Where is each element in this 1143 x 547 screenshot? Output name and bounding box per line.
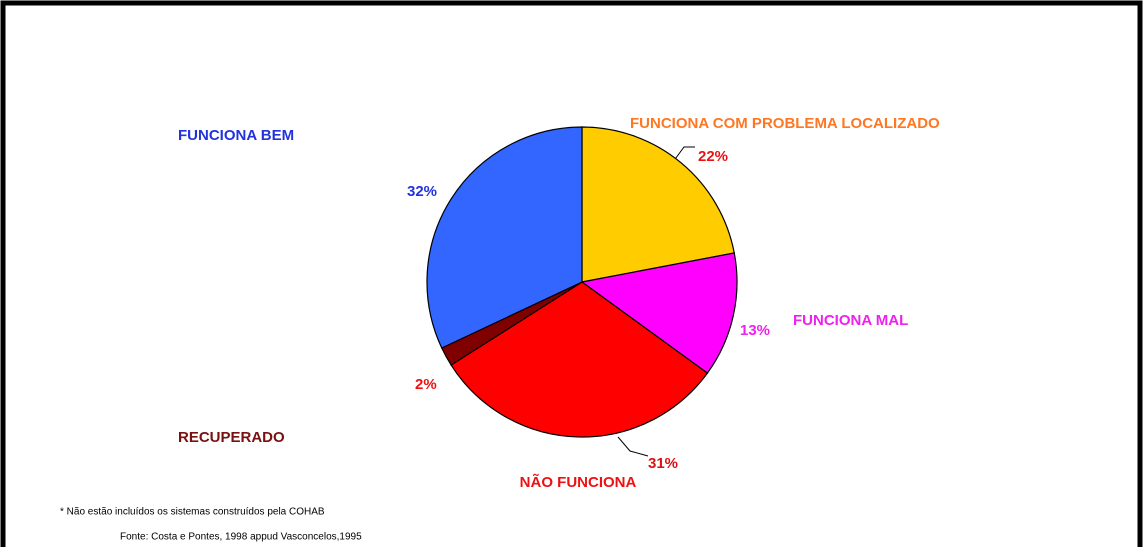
pie-slice (426, 126, 583, 349)
pie-slice (580, 252, 738, 374)
value-label: 2% (415, 376, 437, 393)
value-label: 22% (698, 148, 728, 165)
value-label: 31% (648, 455, 678, 472)
leader-line (617, 436, 649, 457)
value-label: 13% (740, 322, 770, 339)
category-label: RECUPERADO (178, 429, 285, 446)
category-label: FUNCIONA BEM (178, 127, 294, 144)
category-label: NÃO FUNCIONA (520, 473, 637, 491)
pie-slice (450, 281, 709, 438)
pie-slice (581, 126, 735, 283)
value-label: 32% (407, 183, 437, 200)
footnote: * Não estão incluídos os sistemas constr… (60, 507, 325, 518)
category-label: FUNCIONA COM PROBLEMA LOCALIZADO (630, 115, 940, 132)
category-label: FUNCIONA MAL (793, 312, 908, 329)
footnote: Fonte: Costa e Pontes, 1998 appud Vascon… (120, 532, 362, 543)
